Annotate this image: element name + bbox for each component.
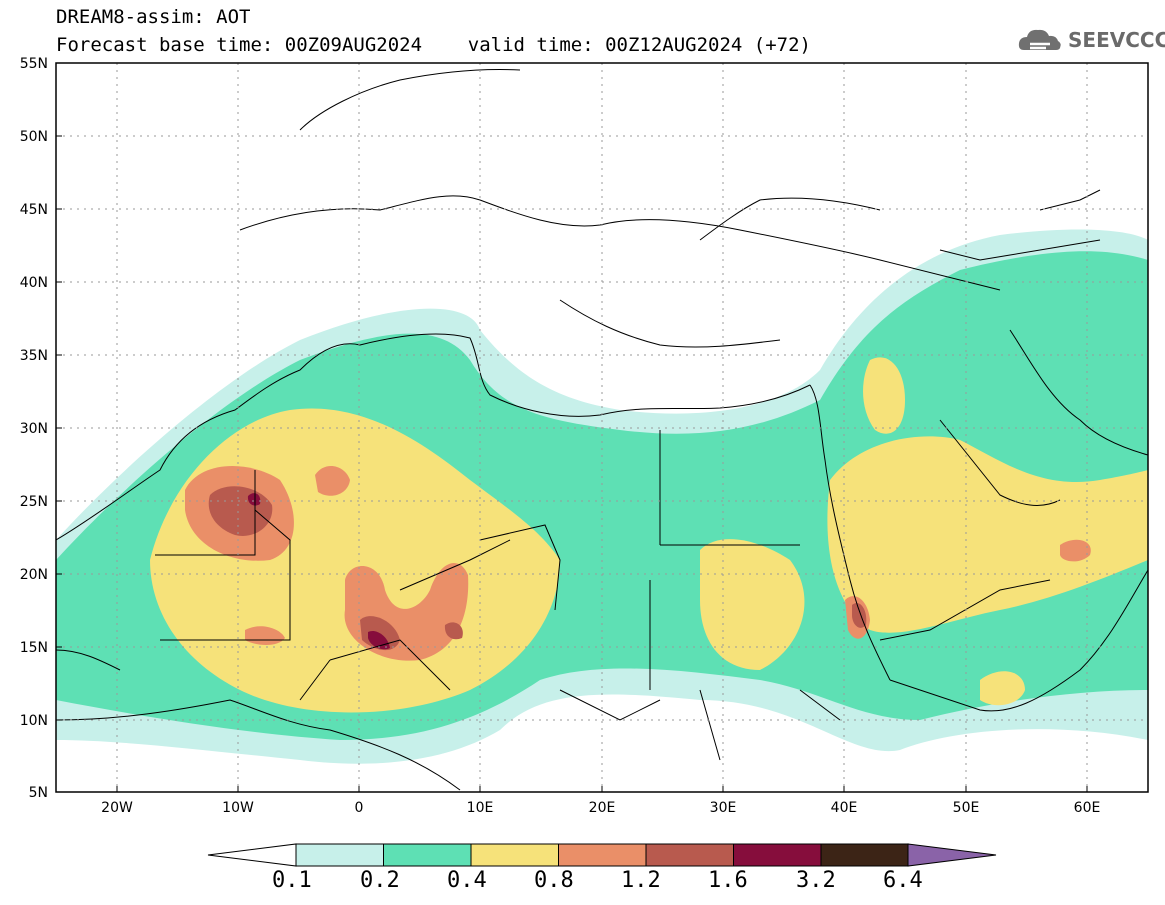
lat-label: 20N: [20, 567, 48, 583]
grid-lines: [56, 63, 1148, 792]
lat-label: 40N: [20, 275, 48, 291]
colorbar-min-arrow: [207, 843, 297, 867]
colorbar-box: [645, 843, 734, 867]
aot-fields: [56, 229, 1148, 764]
lon-label: 60E: [1074, 800, 1101, 816]
forecast-times: Forecast base time: 00Z09AUG2024 valid t…: [56, 34, 811, 56]
lon-labels: 20W 10W 0 10E 20E 30E 40E 50E 60E: [101, 800, 1100, 816]
lat-label: 55N: [20, 56, 48, 72]
cloud-icon: [1018, 29, 1061, 50]
logo-text: SEEVCCC: [1068, 28, 1165, 52]
lon-label: 50E: [953, 800, 980, 816]
colorbar-box: [733, 843, 822, 867]
lat-label: 10N: [20, 713, 48, 729]
coastlines: [56, 68, 1148, 791]
colorbar-box: [820, 843, 909, 867]
colorbar-label: 1.6: [708, 868, 748, 893]
colorbar-boxes: [295, 843, 909, 867]
lon-label: 10W: [222, 800, 254, 816]
colorbar-label: 0.1: [272, 868, 312, 893]
colorbar-label: 0.4: [447, 868, 487, 893]
lon-label: 20W: [101, 800, 133, 816]
colorbar-box: [470, 843, 559, 867]
lat-label: 5N: [29, 785, 48, 801]
lat-label: 45N: [20, 202, 48, 218]
colorbar-max-arrow: [907, 843, 997, 867]
map-title: DREAM8-assim: AOT: [56, 6, 251, 28]
lon-label: 40E: [831, 800, 858, 816]
lat-label: 35N: [20, 348, 48, 364]
lon-label: 20E: [589, 800, 616, 816]
lat-label: 25N: [20, 494, 48, 510]
colorbar-label: 0.2: [360, 868, 400, 893]
colorbar-label: 0.8: [534, 868, 574, 893]
lon-label: 0: [355, 800, 364, 816]
colorbar-label: 1.2: [621, 868, 661, 893]
lon-label: 30E: [710, 800, 737, 816]
colorbar-box: [383, 843, 472, 867]
colorbar-box: [558, 843, 647, 867]
lat-labels: 55N 50N 45N 40N 35N 30N 25N 20N 15N 10N …: [20, 56, 48, 801]
lat-label: 30N: [20, 421, 48, 437]
lat-label: 15N: [20, 640, 48, 656]
colorbar-box: [295, 843, 384, 867]
colorbar-label: 6.4: [883, 868, 923, 893]
lat-label: 50N: [20, 129, 48, 145]
lon-label: 10E: [467, 800, 494, 816]
colorbar-label: 3.2: [796, 868, 836, 893]
tick-marks: [56, 62, 1088, 793]
